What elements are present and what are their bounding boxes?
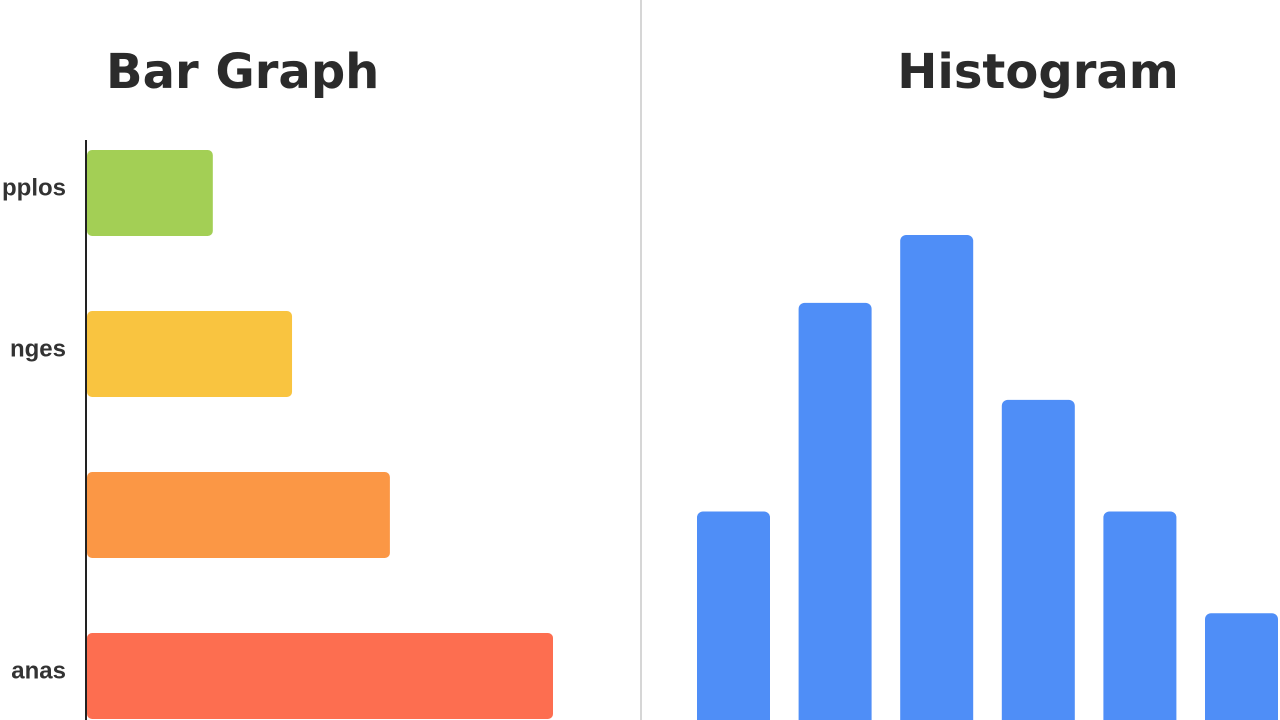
chart-title: Histogram xyxy=(897,44,1179,100)
category-label: anas xyxy=(11,657,66,684)
histogram-bar xyxy=(798,302,872,720)
bar xyxy=(87,311,293,397)
histogram-bar xyxy=(1205,613,1278,720)
category-label: nges xyxy=(10,335,66,362)
category-label: pplos xyxy=(2,174,66,201)
bar xyxy=(87,150,213,236)
bar xyxy=(87,633,553,719)
histogram-bar xyxy=(1001,399,1075,720)
histogram-bar xyxy=(900,235,974,720)
histogram-bar xyxy=(697,511,770,720)
histogram-bar xyxy=(1103,511,1177,720)
chart-title: Bar Graph xyxy=(106,44,379,100)
bar xyxy=(87,472,390,558)
